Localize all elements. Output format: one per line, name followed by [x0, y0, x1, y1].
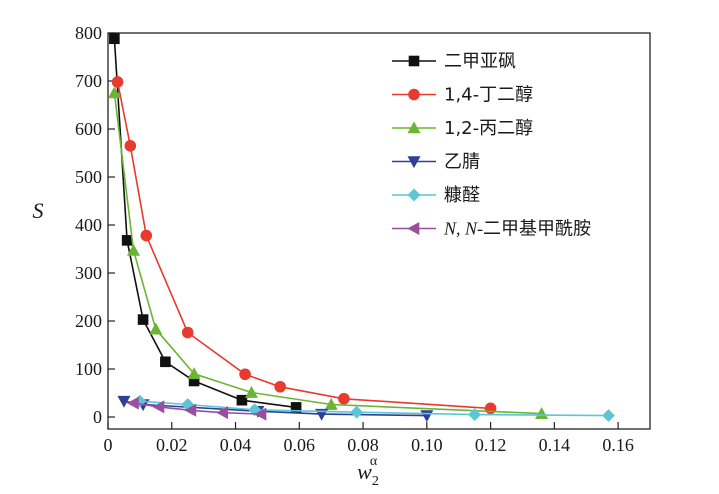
legend-marker	[408, 55, 420, 67]
data-point	[121, 235, 133, 246]
series-layer	[107, 33, 615, 423]
legend-label-name: 糠醛	[444, 184, 480, 206]
legend-label: 1,4-丁二醇	[444, 85, 533, 106]
data-point	[111, 76, 124, 88]
axis-ticks: 0 0.02 0.04 0.06 0.08 0.10 0.12 0.14 0.16 0 100 200…	[75, 23, 634, 455]
x-axis-title-sup: α	[370, 454, 378, 469]
legend-entry: 1,2-丙二醇	[392, 118, 533, 139]
data-point	[126, 396, 139, 410]
legend-entry: 1,4-丁二醇	[392, 85, 533, 106]
data-point	[149, 322, 163, 335]
data-point	[254, 407, 267, 421]
x-axis-title: w2 α	[357, 454, 379, 489]
x-tick-label: 0.04	[220, 435, 252, 455]
y-tick-label: 800	[75, 23, 102, 43]
legend-label-name: 二甲基甲酰胺	[483, 219, 591, 240]
data-point	[117, 395, 131, 408]
data-point	[137, 314, 149, 325]
y-tick-label: 200	[75, 311, 102, 331]
legend-marker	[407, 121, 421, 134]
data-point	[140, 229, 153, 242]
x-tick-label: 0.08	[347, 435, 379, 455]
y-axis-title: S	[33, 198, 44, 223]
legend-entry: N, N-二甲基甲酰胺	[392, 219, 591, 240]
x-tick-label: 0.10	[411, 435, 443, 455]
plot-frame	[107, 32, 651, 430]
y-tick-label: 300	[75, 263, 102, 283]
x-tick-label: 0	[104, 435, 113, 455]
data-point	[127, 243, 141, 256]
data-point	[338, 392, 350, 405]
series-5	[126, 396, 267, 421]
legend-label-prefix: N, N-	[443, 219, 483, 239]
legend-marker	[407, 221, 420, 236]
legend-marker	[408, 88, 420, 101]
x-tick-label: 0.12	[475, 435, 507, 455]
data-point	[160, 356, 171, 368]
y-tick-label: 600	[75, 119, 102, 139]
data-point	[109, 33, 120, 45]
x-tick-label: 0.14	[539, 435, 571, 455]
data-point	[274, 380, 286, 393]
legend-entry: 糠醛	[392, 184, 480, 206]
data-point	[124, 140, 137, 152]
series-1	[111, 76, 497, 415]
x-axis-title-sub: 2	[372, 474, 379, 489]
data-point	[239, 368, 251, 381]
series-line	[116, 81, 491, 410]
data-point	[468, 408, 482, 422]
data-point	[350, 405, 364, 419]
legend-label: 1,2-丙二醇	[444, 118, 533, 139]
data-point	[244, 385, 258, 398]
legend-entry: 二甲亚砜	[392, 51, 516, 72]
y-tick-label: 500	[75, 167, 102, 187]
legend-label-name: 乙腈	[444, 152, 480, 173]
legend-label-name: 丁二醇	[479, 85, 533, 106]
y-tick-label: 700	[75, 71, 102, 91]
data-point	[236, 394, 248, 406]
data-point	[181, 326, 194, 339]
legend-label: N, N-二甲基甲酰胺	[443, 219, 591, 240]
series-3	[117, 395, 434, 423]
legend-label-prefix: 1,4-	[444, 85, 479, 106]
data-point	[216, 406, 229, 420]
series-line	[139, 400, 609, 417]
data-point	[107, 86, 121, 99]
series-line	[113, 38, 297, 409]
legend-marker	[407, 156, 421, 169]
series-line	[113, 92, 542, 415]
series-0	[109, 33, 302, 413]
data-point	[152, 400, 165, 414]
data-point	[187, 367, 201, 380]
legend-entry: 乙腈	[392, 152, 480, 173]
x-tick-label: 0.16	[602, 435, 634, 455]
legend-label-name: 二甲亚砜	[444, 51, 516, 72]
x-axis-title-main: w	[357, 459, 372, 484]
legend-label: 糠醛	[444, 184, 480, 206]
legend-label-name: 丙二醇	[479, 118, 533, 139]
x-tick-label: 0.06	[284, 435, 316, 455]
legend-marker	[407, 188, 421, 202]
x-tick-label: 0.02	[156, 435, 188, 455]
data-point	[184, 403, 197, 417]
y-tick-label: 0	[93, 407, 102, 427]
data-point	[324, 397, 338, 410]
y-tick-label: 100	[75, 359, 102, 379]
data-point	[602, 409, 615, 422]
legend-label: 二甲亚砜	[444, 51, 516, 72]
legend-label-prefix: 1,2-	[444, 118, 479, 139]
y-tick-label: 400	[75, 215, 102, 235]
legend-label: 乙腈	[444, 152, 480, 173]
